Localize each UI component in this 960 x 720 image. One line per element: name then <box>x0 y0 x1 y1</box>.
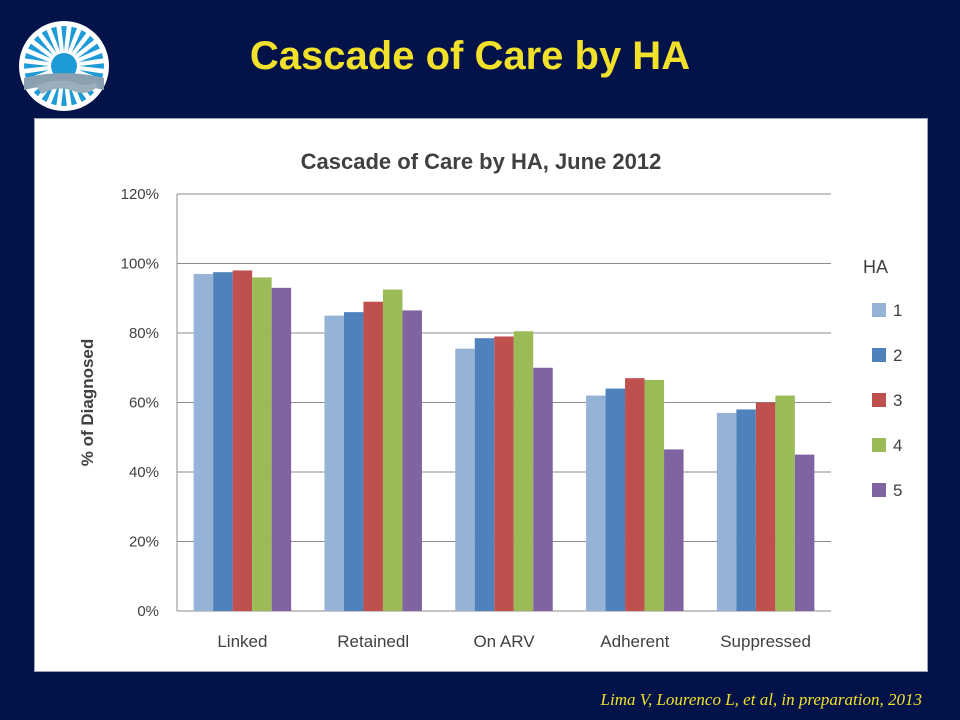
x-tick-label: Adherent <box>600 632 669 651</box>
bar <box>664 449 684 611</box>
bar <box>193 273 214 611</box>
bar <box>252 277 272 611</box>
x-tick-label: Linked <box>217 632 267 651</box>
chart-title: Cascade of Care by HA, June 2012 <box>301 149 662 174</box>
legend-title: HA <box>863 257 888 277</box>
legend-label: 4 <box>893 436 902 455</box>
x-tick-label: On ARV <box>473 632 535 651</box>
legend-label: 3 <box>893 391 902 410</box>
bar <box>716 412 737 611</box>
bar <box>232 270 253 611</box>
bar <box>513 331 534 611</box>
bar <box>402 310 422 611</box>
legend-label: 2 <box>893 346 902 365</box>
bar <box>605 388 626 611</box>
bar <box>794 454 815 611</box>
legend-label: 5 <box>893 481 902 500</box>
y-tick-label: 40% <box>129 464 159 481</box>
legend-swatch <box>872 348 886 362</box>
y-tick-label: 100% <box>121 256 159 273</box>
bar-chart: Cascade of Care by HA, June 2012 0% 20% 40%… <box>78 149 902 651</box>
bar <box>494 336 514 611</box>
legend-swatch <box>872 303 886 317</box>
legend-swatch <box>872 393 886 407</box>
bar <box>755 402 776 611</box>
legend-swatch <box>872 438 886 452</box>
bar <box>533 367 553 611</box>
y-tick-label: 120% <box>121 186 159 203</box>
y-tick-label: 60% <box>129 395 159 412</box>
bar <box>271 287 292 611</box>
slide-title: Cascade of Care by HA <box>249 34 691 78</box>
x-tick-label: Suppressed <box>720 632 811 651</box>
bar <box>324 315 344 611</box>
logo-icon <box>18 20 110 112</box>
bar <box>474 338 495 611</box>
x-tick-label: Retainedl <box>337 632 409 651</box>
bar <box>343 312 364 611</box>
bar <box>586 395 606 611</box>
y-tick-label: 80% <box>129 325 159 342</box>
legend-swatch <box>872 483 886 497</box>
bar <box>644 379 665 611</box>
bar <box>382 289 403 611</box>
bar <box>363 301 383 611</box>
y-axis-label: % of Diagnosed <box>78 339 97 467</box>
y-tick-label: 0% <box>137 603 159 620</box>
y-tick-label: 20% <box>129 534 159 551</box>
citation: Lima V, Lourenco L, et al, in preparatio… <box>600 690 922 709</box>
bar <box>455 348 475 611</box>
bar <box>736 409 756 611</box>
legend-label: 1 <box>893 301 902 320</box>
bar <box>625 378 645 611</box>
bar <box>775 395 795 611</box>
bar <box>213 272 233 611</box>
chart-panel: Cascade of Care by HA, June 2012 0% 20% 40%… <box>34 118 928 672</box>
